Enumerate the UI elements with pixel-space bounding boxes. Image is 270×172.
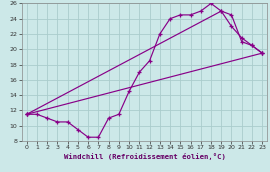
X-axis label: Windchill (Refroidissement éolien,°C): Windchill (Refroidissement éolien,°C) bbox=[63, 153, 225, 160]
